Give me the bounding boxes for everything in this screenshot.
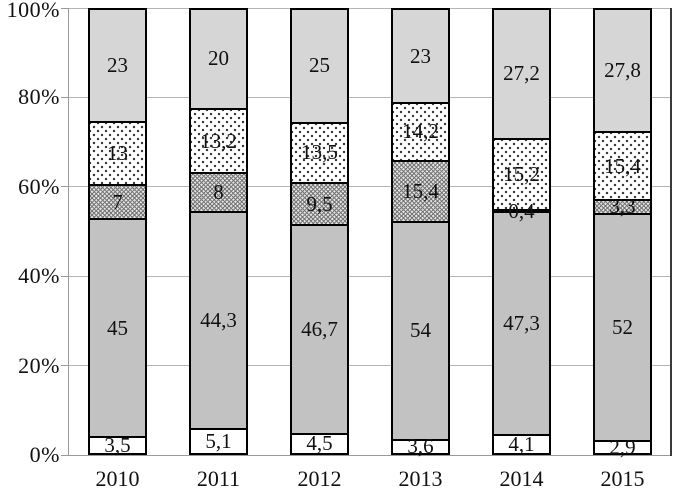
- bar-segment-label: 47,3: [503, 311, 540, 336]
- y-axis-label: 0%: [29, 442, 60, 467]
- y-axis-label: 20%: [18, 352, 60, 378]
- bar-segment-label: 54: [410, 318, 431, 343]
- y-axis-label: 40%: [18, 263, 60, 289]
- bar-segment-label: 5,1: [205, 428, 232, 453]
- bar-segment-label: 2,9: [609, 435, 636, 460]
- bar-segment-top-light-gray-segment: 27,2: [494, 10, 549, 138]
- bar-segment-dotted-segment: 13,2: [191, 107, 246, 173]
- bar-segment-bottom-white-segment: 2,9: [595, 437, 650, 458]
- bar-segment-top-light-gray-segment: 20: [191, 10, 246, 108]
- bar-segment-label: 27,2: [503, 61, 540, 86]
- bar-segment-crosshatch-segment: 3,3: [595, 196, 650, 217]
- bar-segment-bottom-white-segment: 3,6: [393, 436, 448, 457]
- bar-segment-label: 20: [208, 46, 229, 71]
- bar-segment-label: 13,5: [301, 140, 338, 165]
- bar-segment-label: 13: [107, 141, 128, 166]
- bar-segment-solid-gray-segment: 46,7: [292, 224, 347, 433]
- bar-segment-label: 27,8: [604, 58, 641, 83]
- bar-segment-label: 44,3: [200, 308, 237, 333]
- bar-segment-label: 8: [213, 180, 224, 205]
- bar-segment-label: 3,3: [609, 194, 636, 219]
- bar-segment-label: 4,1: [508, 431, 535, 456]
- x-axis-line: [61, 455, 672, 456]
- bar-segment-crosshatch-segment: 7: [90, 184, 145, 219]
- bar-segment-top-light-gray-segment: 27,8: [595, 10, 650, 132]
- bar-segment-label: 15,4: [604, 153, 641, 178]
- bar-2015: 27,8 15,4 3,3 52 2,9: [593, 8, 652, 458]
- y-tick-20: [61, 365, 68, 367]
- bar-2011: 20 13,2 8 44,3 5,1: [189, 8, 248, 455]
- y-axis-label: 60%: [18, 173, 60, 199]
- bar-segment-dotted-segment: 15,4: [595, 131, 650, 199]
- bar-2014: 27,2 15,2 0,4 47,3 4,1: [492, 8, 551, 455]
- bar-segment-crosshatch-segment: 9,5: [292, 181, 347, 225]
- x-axis-label-2015: 2015: [600, 466, 645, 491]
- plot-right-border: [670, 8, 672, 456]
- bar-segment-dotted-segment: 15,2: [494, 137, 549, 210]
- bar-segment-crosshatch-segment: 0,4: [494, 200, 549, 221]
- bar-segment-bottom-white-segment: 4,1: [494, 431, 549, 456]
- bar-segment-solid-gray-segment: 54: [393, 221, 448, 439]
- bar-segment-label: 9,5: [306, 191, 333, 216]
- bar-segment-label: 15,2: [503, 162, 540, 187]
- y-tick-40: [61, 275, 68, 277]
- x-axis-label-2011: 2011: [196, 466, 241, 491]
- gridline-20: [68, 365, 670, 367]
- bar-segment-label: 3,5: [104, 433, 131, 457]
- y-axis-label: 80%: [18, 84, 60, 110]
- gridline-40: [68, 275, 670, 277]
- y-tick-0: [61, 454, 68, 456]
- bar-segment-label: 7: [112, 189, 123, 214]
- bar-segment-label: 0,4: [508, 198, 535, 223]
- bar-segment-label: 3,6: [407, 434, 434, 459]
- bar-segment-top-light-gray-segment: 23: [393, 10, 448, 103]
- bar-segment-label: 46,7: [301, 317, 338, 342]
- x-axis-label-2010: 2010: [95, 466, 140, 491]
- bar-segment-label: 45: [107, 315, 128, 340]
- bar-segment-bottom-white-segment: 3,5: [90, 433, 145, 457]
- bar-segment-label: 25: [309, 53, 330, 78]
- x-axis-label-2012: 2012: [297, 466, 342, 491]
- bar-segment-label: 13,2: [200, 128, 237, 153]
- bar-segment-crosshatch-segment: 15,4: [393, 159, 448, 222]
- bar-segment-top-light-gray-segment: 23: [90, 10, 145, 122]
- bar-segment-solid-gray-segment: 47,3: [494, 211, 549, 434]
- bar-segment-label: 52: [612, 315, 633, 340]
- bar-segment-label: 4,5: [306, 431, 333, 456]
- bar-segment-dotted-segment: 13: [90, 121, 145, 185]
- bar-segment-solid-gray-segment: 44,3: [191, 211, 246, 429]
- gridline-80: [68, 96, 670, 98]
- bar-segment-top-light-gray-segment: 25: [292, 10, 347, 122]
- x-axis-label-2013: 2013: [398, 466, 443, 491]
- bar-segment-bottom-white-segment: 5,1: [191, 428, 246, 453]
- bar-segment-label: 14,2: [402, 119, 439, 144]
- bar-2012: 25 13,5 9,5 46,7 4,5: [290, 8, 349, 455]
- bar-segment-dotted-segment: 13,5: [292, 121, 347, 182]
- bar-segment-crosshatch-segment: 8: [191, 172, 246, 212]
- bar-segment-bottom-white-segment: 4,5: [292, 431, 347, 456]
- bar-segment-label: 23: [410, 43, 431, 68]
- gridline-60: [68, 186, 670, 188]
- bar-segment-solid-gray-segment: 45: [90, 218, 145, 437]
- x-axis-label-2014: 2014: [499, 466, 544, 491]
- y-tick-100: [61, 7, 68, 9]
- bar-segment-solid-gray-segment: 52: [595, 213, 650, 441]
- bar-segment-label: 23: [107, 53, 128, 78]
- y-axis-line: [68, 8, 69, 455]
- bar-2013: 23 14,2 15,4 54 3,6: [391, 8, 450, 457]
- bar-2010: 23 13 7 45 3,5: [88, 8, 147, 457]
- y-axis-label: 100%: [6, 0, 60, 22]
- bar-segment-label: 15,4: [402, 178, 439, 203]
- bar-segment-dotted-segment: 14,2: [393, 102, 448, 160]
- y-tick-60: [61, 186, 68, 188]
- gridline-100: [68, 7, 670, 9]
- y-tick-80: [61, 96, 68, 98]
